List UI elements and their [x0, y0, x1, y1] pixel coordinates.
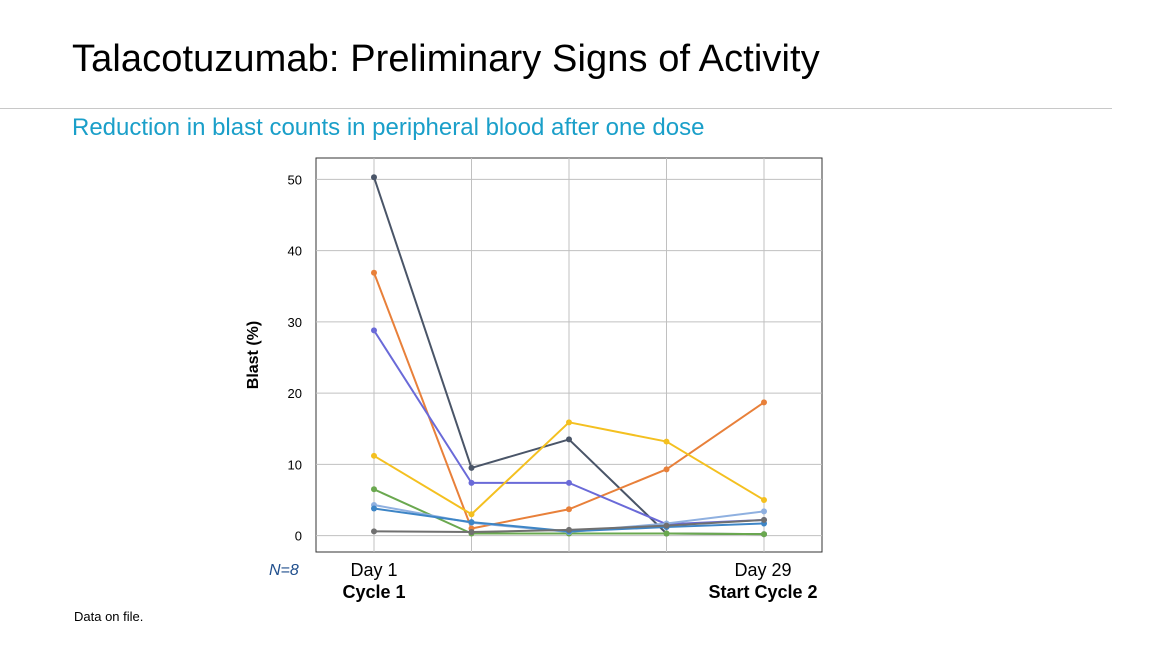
data-point	[566, 436, 572, 443]
y-tick-label: 40	[288, 244, 302, 259]
data-point	[663, 466, 670, 473]
data-point	[566, 506, 572, 513]
x-label-end-cycle: Start Cycle 2	[708, 582, 818, 602]
data-point	[371, 528, 377, 535]
data-point	[663, 530, 670, 537]
data-point	[566, 479, 572, 486]
data-point	[761, 516, 767, 523]
x-label-end-day: Day 29	[734, 560, 792, 580]
data-point	[761, 496, 767, 503]
title-divider	[0, 108, 1112, 109]
x-label-end: Day 29 Start Cycle 2	[708, 559, 817, 603]
y-tick-label: 0	[295, 529, 302, 544]
data-point	[371, 269, 377, 276]
x-label-start: Day 1 Cycle 1	[342, 559, 405, 603]
data-point	[371, 505, 377, 512]
data-point	[566, 419, 572, 426]
page-title: Talacotuzumab: Preliminary Signs of Acti…	[72, 38, 820, 80]
data-point	[761, 508, 767, 515]
sample-size-label: N=8	[269, 562, 299, 579]
data-point	[663, 438, 670, 445]
x-label-start-day: Day 1	[350, 560, 398, 580]
page-subtitle: Reduction in blast counts in peripheral …	[72, 114, 705, 141]
data-point	[468, 479, 475, 486]
data-point	[371, 452, 377, 459]
footnote: Data on file.	[74, 609, 144, 624]
y-tick-label: 30	[288, 315, 302, 330]
x-label-start-cycle: Cycle 1	[342, 582, 406, 602]
data-point	[468, 511, 475, 518]
data-point	[761, 531, 767, 538]
data-point	[468, 529, 475, 536]
data-point	[761, 399, 767, 406]
data-point	[566, 526, 572, 533]
y-tick-label: 50	[288, 172, 302, 187]
data-point	[371, 486, 377, 493]
data-point	[663, 522, 670, 529]
data-point	[371, 174, 377, 181]
data-point	[468, 519, 475, 526]
y-axis-label: Blast (%)	[245, 321, 262, 389]
data-point	[371, 327, 377, 334]
y-tick-label: 10	[288, 457, 302, 472]
data-point	[468, 464, 475, 471]
y-tick-label: 20	[288, 386, 302, 401]
